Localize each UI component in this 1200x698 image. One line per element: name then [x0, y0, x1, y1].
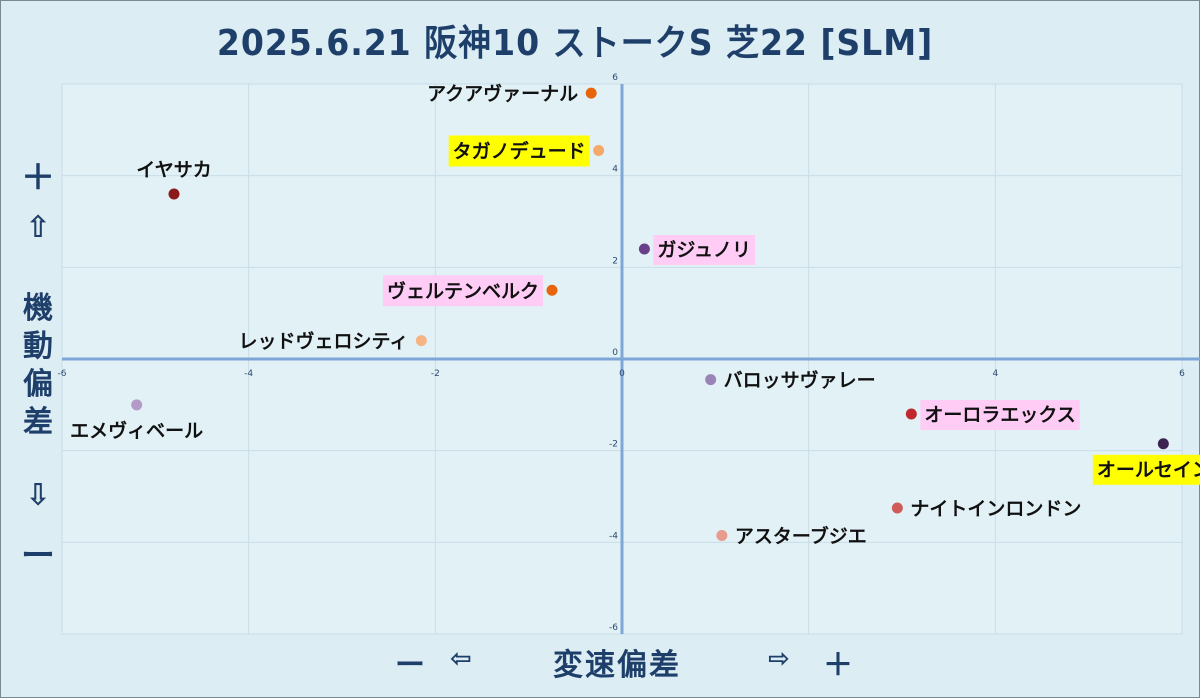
point-label: アスターブジエ — [735, 524, 867, 547]
point-label: エメヴィベール — [70, 419, 203, 442]
point-label: オーロラエックス — [924, 404, 1075, 426]
x-axis-label: 変速偏差 — [553, 648, 681, 683]
label-highlight — [653, 235, 756, 265]
data-point — [415, 335, 427, 347]
y-axis-label-char: 差 — [23, 405, 53, 440]
data-point — [168, 188, 180, 200]
x-tick-label: 0 — [619, 369, 625, 379]
data-point — [716, 529, 728, 541]
data-point — [705, 374, 717, 386]
y-tick-label: -2 — [609, 440, 618, 450]
x-tick-label: -2 — [431, 369, 440, 379]
y-axis-label-char: 動 — [23, 329, 53, 364]
y-tick-label: 0 — [612, 348, 618, 358]
data-point — [891, 502, 903, 514]
y-axis-plus: ＋ — [21, 158, 55, 198]
x-tick-label: -6 — [58, 369, 67, 379]
x-tick-label: 6 — [1179, 369, 1185, 379]
y-tick-label: 4 — [612, 165, 618, 175]
point-label: ガジュノリ — [657, 239, 751, 261]
point-label: バロッサヴァレー — [724, 369, 876, 392]
point-label: タガノデュード — [453, 139, 586, 162]
point-label: アクアヴァーナル — [427, 82, 578, 105]
label-highlight — [1092, 454, 1200, 485]
y-axis-label: 機 動 偏 差 — [10, 290, 66, 442]
data-point — [585, 87, 597, 99]
data-point — [1157, 438, 1169, 450]
y-axis-up-arrow-icon: ⇧ — [25, 210, 51, 245]
x-axis-left-arrow-icon: ⇦ — [450, 644, 472, 674]
label-highlight — [382, 275, 543, 307]
label-highlight — [920, 400, 1080, 430]
y-tick-label: 2 — [612, 256, 618, 266]
data-point — [905, 408, 917, 420]
y-tick-label: -6 — [609, 623, 618, 633]
y-tick-label: -4 — [609, 531, 618, 541]
chart-title: 2025.6.21 阪神10 ストークS 芝22 [SLM] — [216, 23, 934, 64]
point-label: レッドヴェロシティ — [238, 330, 408, 353]
data-point — [638, 243, 650, 255]
point-label: ヴェルテンベルク — [387, 279, 539, 302]
point-label: イヤサカ — [136, 159, 211, 181]
data-point — [593, 144, 605, 156]
y-axis-down-arrow-icon: ⇩ — [25, 478, 51, 513]
x-axis-plus: ＋ — [823, 648, 853, 683]
x-axis-right-arrow-icon: ⇨ — [768, 644, 790, 674]
data-point — [131, 399, 143, 411]
y-axis-label-char: 機 — [23, 291, 53, 326]
y-axis-minus: ー — [21, 536, 55, 576]
x-tick-label: -4 — [244, 369, 253, 379]
point-label: ナイトインロンドン — [910, 498, 1081, 520]
x-tick-label: 4 — [992, 369, 998, 379]
label-highlight — [448, 135, 590, 167]
x-axis-minus: ー — [395, 648, 425, 683]
y-tick-label: 6 — [612, 73, 618, 83]
data-point — [546, 284, 558, 296]
point-label: オールセインツ — [1097, 459, 1200, 481]
y-axis-label-char: 偏 — [23, 367, 53, 402]
